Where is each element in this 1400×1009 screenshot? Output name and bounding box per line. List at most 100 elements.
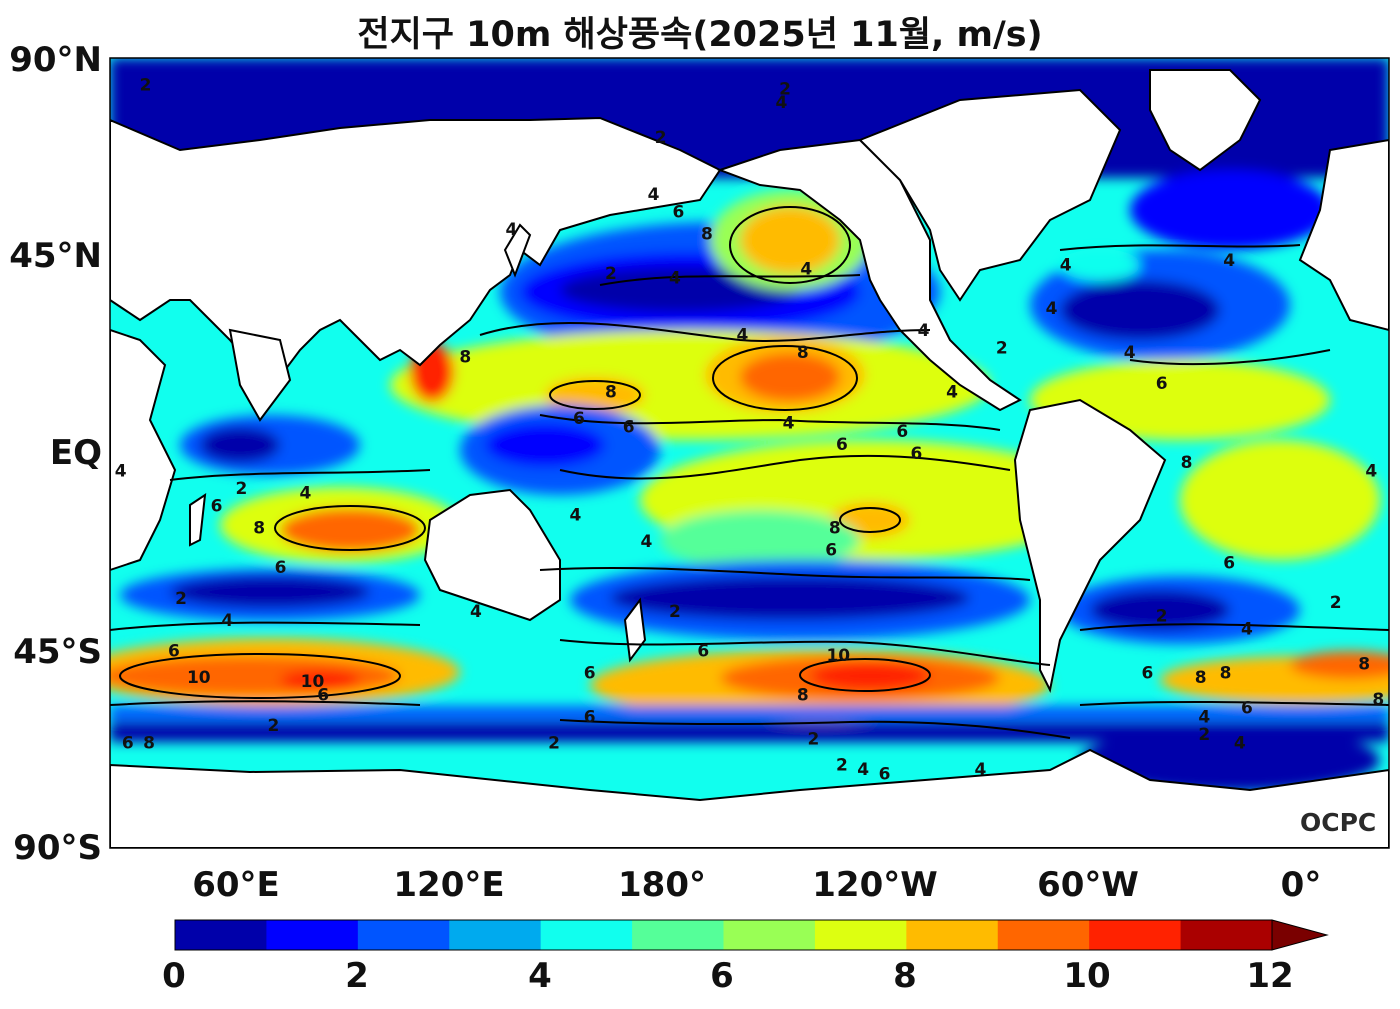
- australia-land: [423, 488, 561, 622]
- contour-label: 4: [1124, 343, 1136, 363]
- contour-label: 4: [1365, 462, 1377, 482]
- contour-label: 4: [506, 220, 518, 240]
- y-tick-eq: EQ: [49, 433, 102, 473]
- contour-lines: [110, 206, 1389, 739]
- contour-label: 6: [584, 663, 596, 683]
- contour-label: 6: [879, 764, 891, 784]
- contour-label: 6: [584, 707, 596, 727]
- contour-label: 4: [975, 760, 987, 780]
- colorbar-segment: [357, 920, 450, 950]
- colorbar-tick-2: 2: [345, 956, 369, 996]
- contour-label: 4: [669, 268, 681, 288]
- contour-label: 6: [1156, 374, 1168, 394]
- contour-label: 8: [1181, 453, 1193, 473]
- contour-label: 2: [548, 734, 560, 754]
- contour-label: 6: [211, 497, 223, 517]
- greenland-land: [1149, 69, 1262, 172]
- colorbar-segment: [906, 920, 999, 950]
- contour-label: 6: [1241, 699, 1253, 719]
- contour-label: 8: [701, 225, 713, 245]
- contour-label: 4: [569, 505, 581, 525]
- contour-label: 4: [221, 611, 233, 631]
- japan-land: [503, 223, 532, 278]
- contour-label: 10: [187, 668, 211, 688]
- contour-label: 4: [648, 185, 660, 205]
- colorbar-segment: [1089, 920, 1182, 950]
- colorbar-segment: [814, 920, 907, 950]
- contour-label: 6: [573, 409, 585, 429]
- colorbar-segment: [1180, 920, 1273, 950]
- contour-label: 2: [996, 339, 1008, 359]
- x-tick-60w: 60°W: [1037, 865, 1139, 905]
- colorbar: [174, 919, 1329, 951]
- contour-label: 6: [623, 418, 635, 438]
- colorbar-tick-4: 4: [528, 956, 552, 996]
- contour-label: 4: [800, 260, 812, 280]
- y-tick-90n: 90°N: [9, 40, 102, 80]
- canada-land: [858, 88, 1122, 302]
- contour-label: 6: [911, 444, 923, 464]
- x-tick-180: 180°: [618, 865, 706, 905]
- contour-label: 6: [825, 541, 837, 561]
- contour-label: 2: [605, 264, 617, 284]
- contour-label: 6: [673, 203, 685, 223]
- contour-label: 4: [1234, 734, 1246, 754]
- contour-label: 8: [1195, 668, 1207, 688]
- contour-label: 4: [918, 321, 930, 341]
- contour-label: 4: [946, 383, 958, 403]
- contour-label: 4: [783, 413, 795, 433]
- contour-label: 2: [779, 80, 791, 100]
- wind-field: [110, 58, 1389, 792]
- colorbar-extend-arrow: [1271, 919, 1329, 951]
- madagascar-land: [189, 492, 207, 547]
- colorbar-tick-0: 0: [162, 956, 186, 996]
- x-tick-0: 0°: [1280, 865, 1322, 905]
- y-tick-45n: 45°N: [9, 236, 102, 276]
- contour-label: 10: [301, 672, 325, 692]
- contour-label: 8: [797, 343, 809, 363]
- contour-label: 2: [808, 729, 820, 749]
- contour-label: 8: [459, 347, 471, 367]
- x-tick-60e: 60°E: [192, 865, 280, 905]
- contour-label: 2: [140, 75, 152, 95]
- contour-label: 4: [1046, 299, 1058, 319]
- contour-label: 8: [1358, 655, 1370, 675]
- contour-label: 8: [797, 685, 809, 705]
- africa-land: [110, 328, 177, 572]
- ocpc-logo: OCPC: [1300, 808, 1377, 837]
- contour-label: 4: [1198, 707, 1210, 727]
- contour-label: 2: [669, 602, 681, 622]
- map-frame: [109, 57, 1390, 849]
- contour-label: 2: [1198, 725, 1210, 745]
- contour-label: 8: [829, 519, 841, 539]
- contour-label: 4: [1223, 251, 1235, 271]
- x-tick-120w: 120°W: [812, 865, 938, 905]
- contour-label: 10: [826, 646, 850, 666]
- contour-label: 4: [115, 462, 127, 482]
- contour-label: 6: [168, 642, 180, 662]
- contour-label: 4: [1241, 620, 1253, 640]
- colorbar-tick-12: 12: [1246, 956, 1294, 996]
- contour-label: 4: [299, 484, 311, 504]
- contour-label: 4: [776, 93, 788, 113]
- contour-label: 2: [655, 128, 667, 148]
- contour-label: 2: [236, 479, 248, 499]
- contour-label: 4: [470, 602, 482, 622]
- india-land: [228, 328, 292, 422]
- colorbar-segment: [997, 920, 1090, 950]
- colorbar-segment: [449, 920, 542, 950]
- contour-label: 4: [736, 326, 748, 346]
- colorbar-segment: [540, 920, 633, 950]
- contour-label: 2: [836, 756, 848, 776]
- contour-label: 6: [896, 422, 908, 442]
- contour-label: 6: [317, 685, 329, 705]
- contour-label: 2: [175, 589, 187, 609]
- y-tick-90s: 90°S: [13, 828, 102, 868]
- contour-label: 6: [122, 734, 134, 754]
- contour-label: 8: [253, 519, 265, 539]
- contour-label: 4: [641, 532, 653, 552]
- contour-label: 6: [275, 558, 287, 578]
- colorbar-tick-10: 10: [1063, 956, 1111, 996]
